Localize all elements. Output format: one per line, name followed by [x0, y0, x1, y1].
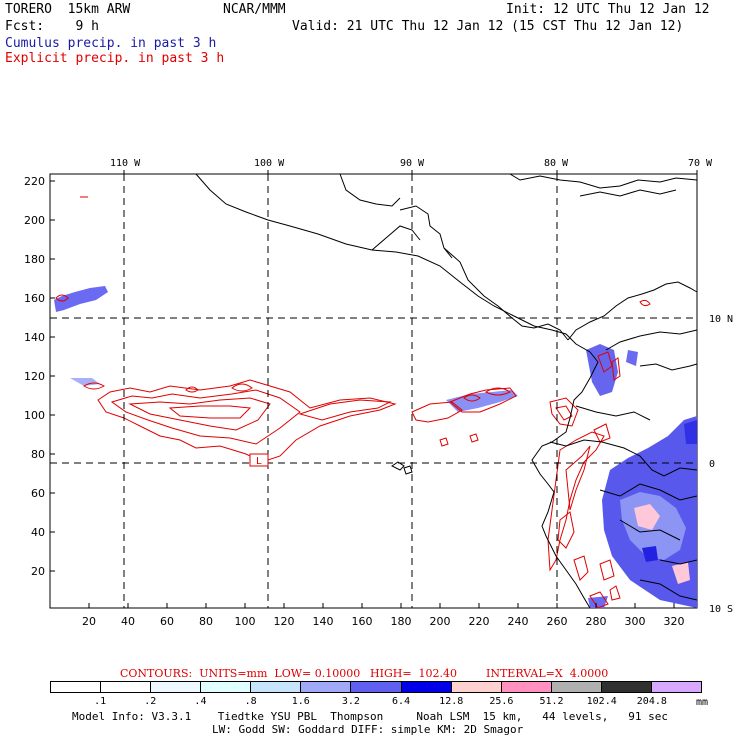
legend-label: 12.8: [439, 696, 464, 707]
coastlines: [195, 173, 698, 609]
contour-high: HIGH= 102.40: [370, 667, 458, 680]
legend-swatch: [651, 682, 702, 692]
legend-swatch: [451, 682, 502, 692]
y-tick-label: 180: [24, 253, 45, 266]
explicit-precip-contours: [55, 196, 651, 609]
legend-swatch: [101, 682, 152, 692]
legend-swatch: [601, 682, 652, 692]
x-tick-label: 100: [235, 615, 256, 628]
x-tick-label: 120: [274, 615, 295, 628]
y-tick-label: 60: [31, 487, 45, 500]
y-ticks: [50, 180, 55, 572]
x-tick-label: 200: [430, 615, 451, 628]
x-ticks: [88, 603, 675, 608]
x-tick-label: 220: [469, 615, 490, 628]
valid-time: Valid: 21 UTC Thu 12 Jan 12 (15 CST Thu …: [292, 19, 684, 34]
y-tick-label: 200: [24, 214, 45, 227]
lat-label: 10 N: [709, 314, 733, 325]
x-tick-label: 160: [352, 615, 373, 628]
lon-label: 100 W: [254, 158, 285, 169]
legend-swatch: [151, 682, 202, 692]
x-tick-label: 260: [547, 615, 568, 628]
field-explicit-precip: Explicit precip. in past 3 h: [5, 51, 225, 66]
x-tick-label: 240: [508, 615, 529, 628]
latitude-labels: 10 N 0 10 S: [709, 314, 733, 615]
legend-label: 3.2: [341, 696, 360, 707]
cumulus-shading: [54, 286, 697, 608]
map-frame: [49, 173, 698, 609]
init-time: Init: 12 UTC Thu 12 Jan 12: [506, 2, 710, 17]
legend-label: .2: [144, 696, 157, 707]
legend-unit: mm: [696, 697, 709, 708]
x-tick-label: 60: [160, 615, 174, 628]
legend-label: .8: [244, 696, 257, 707]
legend-label: 6.4: [392, 696, 411, 707]
legend-label: 1.6: [291, 696, 310, 707]
field-cumulus-precip: Cumulus precip. in past 3 h: [5, 36, 217, 51]
lat-label: 0: [709, 459, 715, 470]
model-physics: LW: Godd SW: Goddard DIFF: simple KM: 2D…: [212, 723, 524, 736]
legend-swatch: [51, 682, 102, 692]
y-tick-label: 160: [24, 292, 45, 305]
low-marker-label: L: [256, 456, 262, 467]
y-tick-label: 80: [31, 448, 45, 461]
legend-label: 25.6: [489, 696, 514, 707]
model-title: TORERO 15km ARW: [5, 2, 131, 17]
legend-label: 204.8: [636, 696, 667, 707]
lon-ticks: [123, 170, 698, 174]
y-tick-label: 220: [24, 175, 45, 188]
contour-interval: INTERVAL=X 4.0000: [486, 667, 609, 680]
legend-swatch: [551, 682, 602, 692]
longitude-labels: 110 W 100 W 90 W 80 W 70 W: [110, 158, 713, 169]
x-tick-label: 300: [625, 615, 646, 628]
lon-label: 70 W: [688, 158, 713, 169]
forecast-hour: Fcst: 9 h: [5, 19, 99, 34]
legend-label: .1: [94, 696, 107, 707]
latlon-grid: [50, 174, 697, 608]
legend-swatch: [301, 682, 352, 692]
contour-info: CONTOURS: UNITS=mm LOW= 0.10000: [120, 667, 361, 680]
legend-swatch: [251, 682, 302, 692]
x-axis-labels: 20 40 60 80 100 120 140 160 180 200 220 …: [82, 615, 685, 628]
y-tick-label: 40: [31, 526, 45, 539]
color-legend-bar: [50, 681, 702, 693]
low-marker-box: [249, 453, 269, 467]
lon-label: 110 W: [110, 158, 141, 169]
legend-swatch: [351, 682, 402, 692]
model-info: Model Info: V3.3.1 Tiedtke YSU PBL Thomp…: [72, 710, 669, 723]
y-tick-label: 120: [24, 370, 45, 383]
y-tick-label: 20: [31, 565, 45, 578]
x-tick-label: 40: [121, 615, 135, 628]
legend-swatch: [501, 682, 552, 692]
x-tick-label: 80: [199, 615, 213, 628]
x-tick-label: 280: [586, 615, 607, 628]
x-tick-label: 320: [664, 615, 685, 628]
legend-label: 51.2: [539, 696, 564, 707]
y-axis-labels: 220 200 180 160 140 120 100 80 60 40 20: [24, 175, 45, 578]
x-tick-label: 180: [391, 615, 412, 628]
lon-label: 80 W: [544, 158, 569, 169]
y-tick-label: 140: [24, 331, 45, 344]
legend-swatch: [401, 682, 452, 692]
x-tick-label: 140: [313, 615, 334, 628]
y-tick-label: 100: [24, 409, 45, 422]
x-tick-label: 20: [82, 615, 96, 628]
lon-label: 90 W: [400, 158, 425, 169]
legend-swatch: [201, 682, 252, 692]
organization: NCAR/MMM: [223, 2, 286, 17]
legend-label: 102.4: [586, 696, 617, 707]
legend-label: .4: [194, 696, 207, 707]
lat-label: 10 S: [709, 604, 733, 615]
